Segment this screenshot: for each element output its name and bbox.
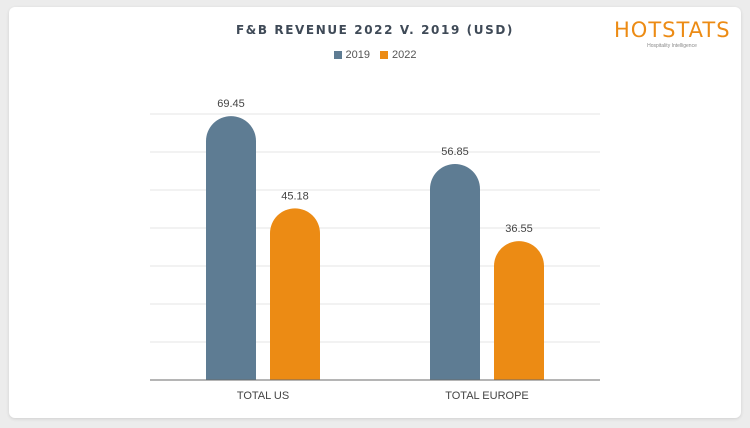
chart-card <box>9 7 741 418</box>
category-label: TOTAL US <box>237 390 289 402</box>
data-label: 56.85 <box>441 146 469 158</box>
data-label: 36.55 <box>505 223 533 235</box>
data-label: 69.45 <box>217 98 245 110</box>
legend-item-2022: 2022 <box>380 49 416 61</box>
bars <box>206 116 544 380</box>
legend-swatch-2022 <box>380 51 388 59</box>
legend-swatch-2019 <box>333 51 342 59</box>
chart-legend: 2019 2022 <box>0 49 750 61</box>
legend-label-2019: 2019 <box>345 49 370 61</box>
legend-label-2022: 2022 <box>392 49 417 61</box>
logo-tagline: Hospitality Intelligence <box>647 43 697 49</box>
bar-2019-total-europe <box>430 163 480 380</box>
chart-title: F&B REVENUE 2022 V. 2019 (USD) <box>235 23 514 37</box>
bar-2022-total-europe <box>494 241 544 380</box>
data-label: 45.18 <box>281 190 309 202</box>
logo-wordmark: HOTSTATS <box>614 18 731 42</box>
legend-item-2019: 2019 <box>333 49 370 61</box>
bar-2022-total-us <box>270 208 320 380</box>
category-labels: TOTAL US TOTAL EUROPE <box>237 390 529 402</box>
category-label: TOTAL EUROPE <box>445 390 529 402</box>
data-labels: 69.45 45.18 56.85 36.55 <box>217 98 533 235</box>
bar-2019-total-us <box>206 116 256 380</box>
hotstats-logo: HOTSTATS Hospitality Intelligence <box>614 19 730 49</box>
